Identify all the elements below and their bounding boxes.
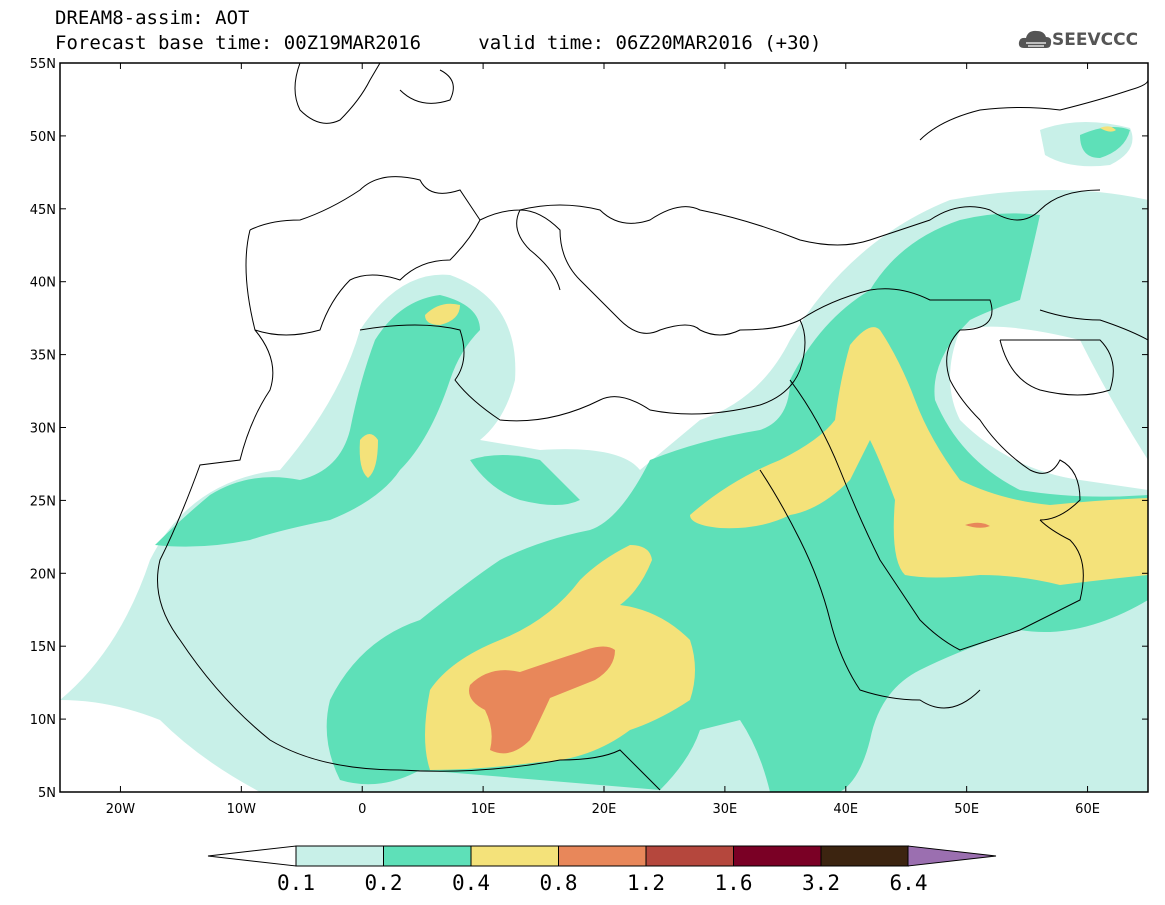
- colorbar-label: 1.2: [627, 871, 665, 895]
- colorbar-swatch: [383, 845, 472, 867]
- lon-tick-label: 0: [358, 802, 366, 817]
- map-title: DREAM8-assim: AOT: [55, 7, 250, 29]
- colorbar-label: 3.2: [802, 871, 840, 895]
- lat-tick-label: 40N: [30, 276, 56, 291]
- colorbar-label: 0.8: [540, 871, 578, 895]
- lat-tick-label: 15N: [30, 640, 56, 655]
- time-info: Forecast base time: 00Z19MAR2016 valid t…: [55, 33, 821, 53]
- lon-tick-label: 30E: [713, 802, 738, 817]
- lon-tick-label: 10W: [227, 802, 257, 817]
- colorbar-label: 6.4: [890, 871, 928, 895]
- aot-level-4-fill: [469, 522, 990, 754]
- colorbar-swatch: [558, 845, 647, 867]
- colorbar-swatch: [295, 845, 384, 867]
- colorbar-upper-arrow: [907, 845, 997, 867]
- colorbar-swatch: [733, 845, 822, 867]
- valid-time-label: valid time: 06Z20MAR2016 (+30): [478, 32, 822, 54]
- colorbar-label: 0.1: [277, 871, 315, 895]
- lon-tick-label: 40E: [833, 802, 858, 817]
- lat-tick-label: 30N: [30, 422, 56, 437]
- lat-tick-label: 20N: [30, 567, 56, 582]
- lon-tick-label: 60E: [1075, 802, 1100, 817]
- colorbar: 0.1 0.2 0.4 0.8 1.2 1.6 3.2 6.4: [207, 845, 997, 895]
- lat-tick-label: 35N: [30, 349, 56, 364]
- base-time-label: Forecast base time: 00Z19MAR2016: [55, 32, 422, 54]
- lat-tick-label: 55N: [30, 57, 56, 72]
- lat-tick-label: 10N: [30, 713, 56, 728]
- logo-text: SEEVCCC: [1052, 30, 1139, 50]
- colorbar-swatch: [645, 845, 734, 867]
- colorbar-swatch: [820, 845, 909, 867]
- lon-tick-label: 20W: [106, 802, 136, 817]
- lat-tick-label: 5N: [38, 786, 56, 801]
- colorbar-label: 0.2: [365, 871, 403, 895]
- lon-tick-label: 10E: [471, 802, 496, 817]
- colorbar-label: 1.6: [715, 871, 753, 895]
- lon-tick-label: 20E: [592, 802, 617, 817]
- colorbar-swatch: [470, 845, 559, 867]
- coastlines: [157, 63, 1148, 791]
- colorbar-lower-arrow: [207, 845, 297, 867]
- lat-tick-label: 50N: [30, 130, 56, 145]
- lat-tick-label: 45N: [30, 203, 56, 218]
- cloud-icon: [1018, 30, 1052, 48]
- lon-tick-label: 50E: [954, 802, 979, 817]
- lat-tick-label: 25N: [30, 494, 56, 509]
- colorbar-label: 0.4: [452, 871, 490, 895]
